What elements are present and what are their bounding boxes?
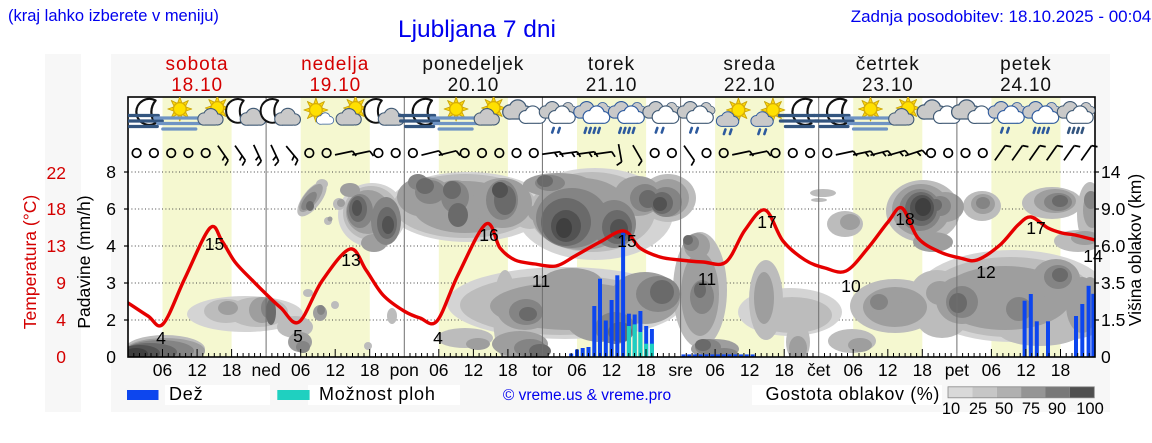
svg-text:Višina oblakov (km): Višina oblakov (km) (1125, 174, 1145, 326)
svg-text:Ljubljana 7 dni: Ljubljana 7 dni (398, 16, 556, 43)
svg-text:06: 06 (567, 360, 586, 380)
svg-text:18: 18 (47, 199, 66, 219)
svg-text:2: 2 (106, 310, 116, 330)
svg-text:18: 18 (913, 360, 932, 380)
svg-text:06: 06 (153, 360, 172, 380)
svg-text:Padavine (mm/h): Padavine (mm/h) (74, 195, 94, 328)
svg-text:100: 100 (1076, 400, 1104, 418)
svg-text:pet: pet (945, 360, 969, 380)
svg-text:06: 06 (982, 360, 1001, 380)
svg-text:4: 4 (433, 328, 443, 348)
svg-text:Dež: Dež (169, 384, 203, 404)
svg-text:12: 12 (976, 262, 995, 282)
svg-text:20.10: 20.10 (448, 75, 500, 96)
svg-text:12: 12 (740, 360, 759, 380)
svg-text:nedelja: nedelja (301, 54, 369, 75)
svg-text:Gostota oblakov (%): Gostota oblakov (%) (766, 384, 940, 404)
svg-text:23.10: 23.10 (862, 75, 914, 96)
svg-text:17: 17 (757, 212, 776, 232)
svg-text:12: 12 (878, 360, 897, 380)
svg-text:0: 0 (106, 347, 116, 367)
svg-text:11: 11 (698, 269, 716, 289)
svg-text:0: 0 (56, 347, 66, 367)
svg-text:22.10: 22.10 (724, 75, 776, 96)
svg-text:17: 17 (1026, 218, 1045, 238)
svg-text:pon: pon (390, 360, 419, 380)
svg-text:Zadnja posodobitev: 18.10.2025: Zadnja posodobitev: 18.10.2025 - 00:04 (851, 7, 1152, 26)
svg-text:petek: petek (1000, 54, 1051, 75)
svg-text:3.5: 3.5 (1101, 273, 1125, 293)
svg-text:13: 13 (341, 250, 360, 270)
svg-text:ned: ned (252, 360, 281, 380)
svg-text:3: 3 (106, 273, 116, 293)
svg-text:18: 18 (498, 360, 517, 380)
svg-text:sre: sre (668, 360, 692, 380)
svg-text:6: 6 (106, 199, 116, 219)
svg-text:18: 18 (1051, 360, 1070, 380)
svg-text:14: 14 (1083, 246, 1103, 266)
svg-text:12: 12 (325, 360, 344, 380)
svg-text:Možnost ploh: Možnost ploh (319, 384, 436, 404)
svg-text:sreda: sreda (723, 54, 776, 75)
svg-text:18: 18 (895, 209, 914, 229)
svg-text:9.0: 9.0 (1101, 199, 1126, 219)
svg-text:18.10: 18.10 (171, 75, 223, 96)
svg-text:06: 06 (844, 360, 863, 380)
svg-text:10: 10 (942, 400, 960, 418)
svg-text:50: 50 (995, 400, 1013, 418)
svg-text:(kraj lahko izberete v meniju): (kraj lahko izberete v meniju) (8, 7, 219, 25)
svg-text:čet: čet (807, 360, 830, 380)
svg-text:12: 12 (187, 360, 206, 380)
svg-text:4: 4 (106, 236, 116, 256)
svg-text:18: 18 (774, 360, 793, 380)
svg-text:22: 22 (47, 163, 66, 183)
svg-text:sobota: sobota (166, 54, 229, 75)
svg-text:15: 15 (617, 231, 636, 251)
svg-text:4: 4 (56, 310, 66, 330)
svg-text:četrtek: četrtek (856, 54, 920, 75)
svg-text:6.0: 6.0 (1101, 236, 1126, 256)
svg-text:14: 14 (1101, 162, 1121, 182)
svg-text:12: 12 (464, 360, 483, 380)
svg-text:06: 06 (705, 360, 724, 380)
svg-text:4: 4 (156, 328, 166, 348)
svg-text:25: 25 (969, 400, 987, 418)
svg-text:tor: tor (532, 360, 553, 380)
svg-text:19.10: 19.10 (309, 75, 361, 96)
svg-text:Temperatura (°C): Temperatura (°C) (20, 195, 40, 329)
svg-text:15: 15 (205, 234, 224, 254)
svg-text:8: 8 (106, 162, 116, 182)
svg-text:5: 5 (293, 326, 303, 346)
svg-text:75: 75 (1022, 400, 1040, 418)
svg-text:18: 18 (360, 360, 379, 380)
svg-text:13: 13 (47, 236, 66, 256)
svg-text:1.5: 1.5 (1101, 310, 1125, 330)
svg-text:18: 18 (222, 360, 241, 380)
svg-text:21.10: 21.10 (586, 75, 638, 96)
svg-text:24.10: 24.10 (1000, 75, 1052, 96)
svg-text:06: 06 (429, 360, 448, 380)
svg-text:9: 9 (56, 273, 66, 293)
svg-text:16: 16 (479, 225, 498, 245)
svg-text:0: 0 (1101, 347, 1111, 367)
svg-text:18: 18 (636, 360, 655, 380)
svg-text:torek: torek (588, 54, 635, 75)
svg-text:12: 12 (1016, 360, 1035, 380)
svg-text:ponedeljek: ponedeljek (422, 54, 524, 75)
svg-text:90: 90 (1048, 400, 1066, 418)
svg-text:06: 06 (291, 360, 310, 380)
svg-text:11: 11 (532, 271, 550, 291)
svg-text:12: 12 (602, 360, 621, 380)
svg-text:10: 10 (841, 276, 861, 296)
svg-text:© vreme.us & vreme.pro: © vreme.us & vreme.pro (503, 387, 671, 404)
